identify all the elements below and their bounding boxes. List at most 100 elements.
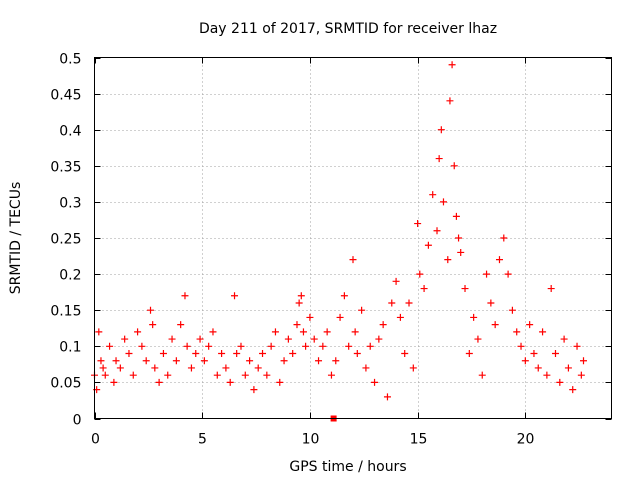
y-axis-label: SRMTID / TECUs <box>8 182 24 295</box>
data-point <box>547 285 555 293</box>
data-point <box>284 335 292 343</box>
x-tick-label: 10 <box>302 432 320 448</box>
data-point <box>345 342 353 350</box>
data-point <box>302 342 310 350</box>
data-point <box>439 198 447 206</box>
data-point <box>233 350 241 358</box>
x-tick-label: 0 <box>91 432 100 448</box>
data-point <box>401 350 409 358</box>
data-point <box>99 364 107 372</box>
data-point <box>125 350 133 358</box>
data-point <box>470 313 478 321</box>
data-point <box>293 321 301 329</box>
data-point <box>183 342 191 350</box>
y-tick-label: 0.15 <box>50 304 81 320</box>
data-point <box>280 357 288 365</box>
data-point <box>147 306 155 314</box>
data-point <box>121 335 129 343</box>
data-point <box>110 378 118 386</box>
data-point <box>200 357 208 365</box>
data-point <box>250 386 258 394</box>
data-point <box>177 321 185 329</box>
data-point <box>362 364 370 372</box>
data-point <box>327 371 335 379</box>
data-point <box>276 378 284 386</box>
plot-frame <box>94 57 612 419</box>
data-point <box>375 335 383 343</box>
data-point <box>323 328 331 336</box>
axis-ticks <box>94 57 612 420</box>
y-tick-label: 0.4 <box>59 124 81 140</box>
data-point <box>134 328 142 336</box>
data-point <box>491 321 499 329</box>
x-axis-label: GPS time / hours <box>289 459 406 475</box>
data-point <box>437 126 445 134</box>
data-point <box>196 335 204 343</box>
data-point <box>551 350 559 358</box>
x-tick-label: 15 <box>410 432 428 448</box>
x-tick-label: 20 <box>517 432 535 448</box>
chart-title: Day 211 of 2017, SRMTID for receiver lha… <box>199 21 497 37</box>
data-point <box>209 328 217 336</box>
data-point <box>573 342 581 350</box>
data-point <box>450 162 458 170</box>
data-point <box>487 299 495 307</box>
data-point <box>336 313 344 321</box>
data-point <box>560 335 568 343</box>
data-point <box>168 335 176 343</box>
data-point <box>500 234 508 242</box>
data-point <box>159 350 167 358</box>
data-point <box>444 256 452 264</box>
data-point <box>349 256 357 264</box>
data-point <box>155 378 163 386</box>
data-point <box>429 191 437 199</box>
data-point <box>416 270 424 278</box>
data-point <box>241 371 249 379</box>
data-point <box>218 350 226 358</box>
data-point <box>483 270 491 278</box>
data-point <box>315 357 323 365</box>
data-point <box>306 313 314 321</box>
data-point <box>405 299 413 307</box>
data-point <box>521 357 529 365</box>
data-point <box>465 350 473 358</box>
data-points <box>91 61 587 401</box>
data-point <box>263 371 271 379</box>
data-point <box>138 342 146 350</box>
y-tick-label: 0 <box>73 413 82 429</box>
data-point <box>340 292 348 300</box>
data-point <box>351 328 359 336</box>
x-tick-labels: 0 5 10 15 20 <box>91 432 534 448</box>
data-point <box>310 335 318 343</box>
data-point <box>448 61 456 69</box>
data-point <box>461 285 469 293</box>
data-point <box>226 378 234 386</box>
data-point <box>478 371 486 379</box>
data-point <box>106 342 114 350</box>
data-point <box>435 155 443 163</box>
data-point <box>371 378 379 386</box>
data-point <box>420 285 428 293</box>
data-point <box>142 357 150 365</box>
data-point <box>379 321 387 329</box>
data-point <box>299 328 307 336</box>
data-point <box>534 364 542 372</box>
data-point <box>192 350 200 358</box>
y-tick-label: 0.1 <box>59 340 81 356</box>
data-point <box>433 227 441 235</box>
grid-lines <box>94 57 612 419</box>
data-point <box>569 386 577 394</box>
data-point <box>151 364 159 372</box>
data-point <box>112 357 120 365</box>
data-point <box>353 350 361 358</box>
data-point <box>414 220 422 228</box>
data-point <box>446 97 454 105</box>
data-point <box>579 357 587 365</box>
data-point <box>452 212 460 220</box>
data-point <box>526 321 534 329</box>
data-point <box>455 234 463 242</box>
data-point <box>409 364 417 372</box>
data-point <box>213 371 221 379</box>
data-point <box>474 335 482 343</box>
data-point <box>539 328 547 336</box>
